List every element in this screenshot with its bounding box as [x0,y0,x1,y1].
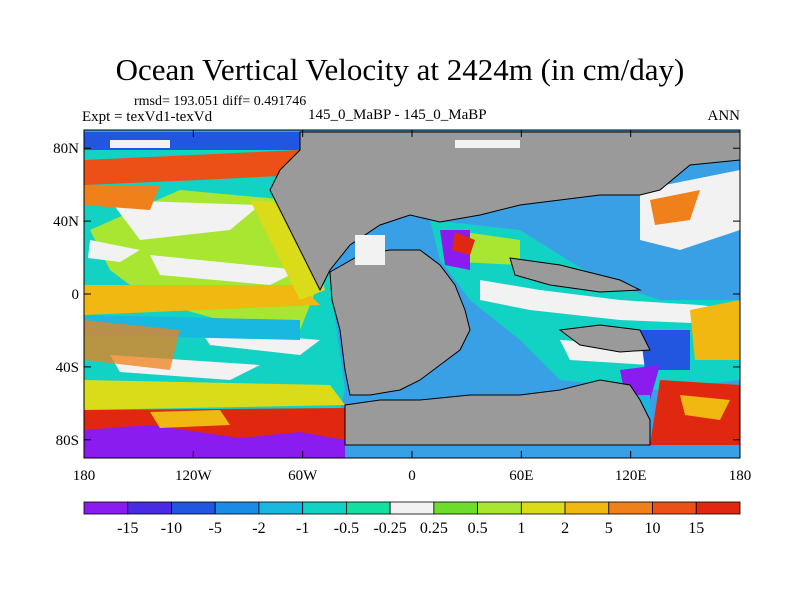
colorbar-swatch [477,501,522,515]
lat-tick-label: 80S [56,433,79,449]
lat-tick-label: 80N [53,141,79,157]
lon-tick-label: 180 [729,468,752,484]
colorbar-label: 5 [605,520,613,537]
map-plot-area [84,130,740,458]
colorbar-label: 0.5 [468,520,488,537]
colorbar-label: 1 [517,520,525,537]
ocean-field [250,200,325,300]
lon-tick-label: 0 [408,468,416,484]
ocean-field [84,185,160,210]
colorbar-swatch [608,501,653,515]
ocean-field [455,140,520,148]
land-mass [509,257,642,293]
ocean-field [355,235,385,265]
colorbar-swatch [345,501,391,515]
ocean-field [452,232,475,255]
colorbar-swatch [214,501,260,515]
ocean-field [88,240,140,262]
colorbar-label: -0.25 [373,520,406,537]
ocean-field [690,300,740,360]
lat-tick-label: 40S [56,360,79,376]
ocean-field [84,380,345,410]
experiment-label: Expt = texVd1-texVd [82,109,213,125]
map-title: Ocean Vertical Velocity at 2424m (in cm/… [115,52,685,87]
ocean-field [480,280,740,325]
lat-tick-label: 0 [72,287,80,303]
colorbar-swatch [695,501,741,515]
lon-tick-label: 120W [175,468,213,484]
latitude-axis: 80N 40N 0 40S 80S [53,141,740,449]
colorbar-swatch [83,501,129,515]
ocean-field [84,425,345,458]
lon-tick-label: 180 [73,468,96,484]
colorbar-swatch [258,501,304,515]
lon-tick-label: 60E [509,468,533,484]
colorbar-label: 0.25 [420,520,448,537]
colorbar-swatch [127,501,172,515]
ocean-field [110,140,170,148]
land-mass [329,249,471,396]
colorbar: -15 -10 -5 -2 -1 -0.5 -0.25 0.25 0.5 1 2 5 10 15 [83,501,741,537]
lon-tick-label: 120E [615,468,647,484]
ocean-field [84,320,180,370]
land-mass [558,324,651,353]
colorbar-swatch [652,501,697,515]
colorbar-swatch [433,501,479,515]
colorbar-swatch [520,501,566,515]
ocean-field [150,255,300,285]
lon-tick-label: 60W [288,468,318,484]
colorbar-label: -2 [252,520,265,537]
land-mass [344,379,651,446]
colorbar-label: 15 [688,520,704,537]
ocean-field [650,190,700,225]
season-label: ANN [707,108,741,124]
ocean-field [680,395,730,420]
colorbar-swatch [564,501,610,515]
land-mass [269,131,740,292]
colorbar-label: -0.5 [334,520,359,537]
ocean-field [640,330,690,370]
cases-label: 145_0_MaBP - 145_0_MaBP [308,107,487,123]
stats-label: rmsd= 193.051 diff= 0.491746 [134,94,307,109]
colorbar-swatch [302,501,347,515]
colorbar-swatch [171,501,216,515]
ocean-field [84,285,320,315]
longitude-axis: 180 120W 60W 0 60E 120E 180 [73,130,752,484]
ocean-field [150,410,230,428]
colorbar-label: -10 [161,520,182,537]
colorbar-swatch [389,501,435,515]
colorbar-label: -5 [209,520,222,537]
colorbar-label: 2 [561,520,569,537]
lat-tick-label: 40N [53,214,79,230]
colorbar-label: 10 [645,520,661,537]
ocean-field [84,150,300,185]
ocean-field [110,200,260,240]
colorbar-label: -15 [117,520,138,537]
colorbar-label: -1 [296,520,309,537]
